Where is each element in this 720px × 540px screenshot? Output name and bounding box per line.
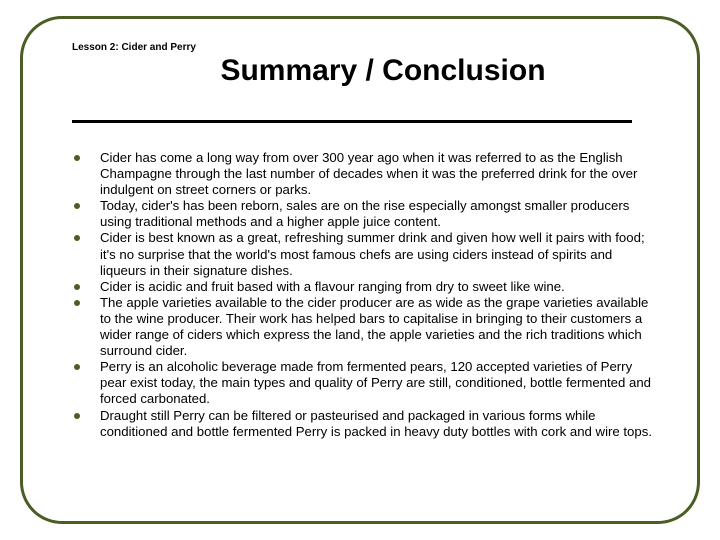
lesson-label: Lesson 2: Cider and Perry [72,42,196,53]
slide: Lesson 2: Cider and Perry Summary / Conc… [0,0,720,540]
bullet-list: Cider has come a long way from over 300 … [72,150,660,440]
list-item: Cider is acidic and fruit based with a f… [72,279,660,295]
list-item: Today, cider's has been reborn, sales ar… [72,198,660,230]
list-item: Perry is an alcoholic beverage made from… [72,359,660,407]
divider [72,120,632,123]
list-item: Cider has come a long way from over 300 … [72,150,660,198]
body: Cider has come a long way from over 300 … [72,150,660,440]
page-title: Summary / Conclusion [0,54,720,88]
list-item: The apple varieties available to the cid… [72,295,660,359]
list-item: Draught still Perry can be filtered or p… [72,408,660,440]
list-item: Cider is best known as a great, refreshi… [72,230,660,278]
